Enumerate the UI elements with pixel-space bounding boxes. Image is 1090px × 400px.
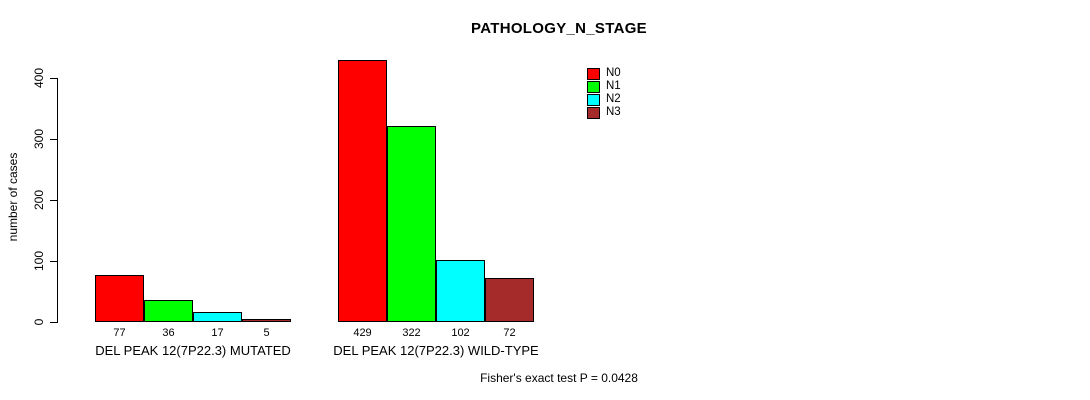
y-tick-label: 100 <box>32 250 46 272</box>
y-tick-label: 0 <box>32 318 46 326</box>
group-label: DEL PEAK 12(7P22.3) MUTATED <box>95 343 291 358</box>
bar-n1-group1 <box>144 300 193 322</box>
y-tick <box>50 261 57 262</box>
y-tick-label: 200 <box>32 189 46 211</box>
bar-n2-group1 <box>193 312 242 322</box>
y-tick-label: 400 <box>32 67 46 89</box>
legend-label: N2 <box>606 93 621 105</box>
legend: N0 N1 N2 N3 <box>587 67 621 119</box>
bar-value-label: 36 <box>162 327 175 339</box>
bar-value-label: 72 <box>503 327 516 339</box>
chart-title: PATHOLOGY_N_STAGE <box>471 20 647 37</box>
y-axis-label: number of cases <box>6 152 20 242</box>
legend-row: N3 <box>587 106 621 119</box>
y-axis-line <box>57 78 58 323</box>
legend-swatch-n0 <box>587 67 600 80</box>
legend-label: N0 <box>606 67 621 79</box>
legend-row: N2 <box>587 93 621 106</box>
bar-value-label: 5 <box>263 327 270 339</box>
legend-row: N0 <box>587 67 621 80</box>
legend-swatch-n1 <box>587 80 600 93</box>
bar-value-label: 429 <box>353 327 372 339</box>
bar-value-label: 77 <box>113 327 126 339</box>
y-tick-label: 300 <box>32 128 46 150</box>
bar-n1-group2 <box>387 126 436 322</box>
bar-n0-group1 <box>95 275 144 322</box>
bar-n3-group1 <box>242 319 291 322</box>
bar-n3-group2 <box>485 278 534 322</box>
legend-row: N1 <box>587 80 621 93</box>
group-label: DEL PEAK 12(7P22.3) WILD-TYPE <box>333 343 539 358</box>
bar-n0-group2 <box>338 60 387 322</box>
legend-swatch-n3 <box>587 106 600 119</box>
legend-label: N3 <box>606 106 621 118</box>
y-tick <box>50 139 57 140</box>
bar-value-label: 322 <box>402 327 421 339</box>
bar-value-label: 102 <box>451 327 470 339</box>
y-tick <box>50 78 57 79</box>
legend-label: N1 <box>606 80 621 92</box>
bar-value-label: 17 <box>211 327 224 339</box>
y-tick <box>50 322 57 323</box>
legend-swatch-n2 <box>587 93 600 106</box>
y-tick <box>50 200 57 201</box>
annotation-text: Fisher's exact test P = 0.0428 <box>480 371 638 385</box>
bar-n2-group2 <box>436 260 485 322</box>
